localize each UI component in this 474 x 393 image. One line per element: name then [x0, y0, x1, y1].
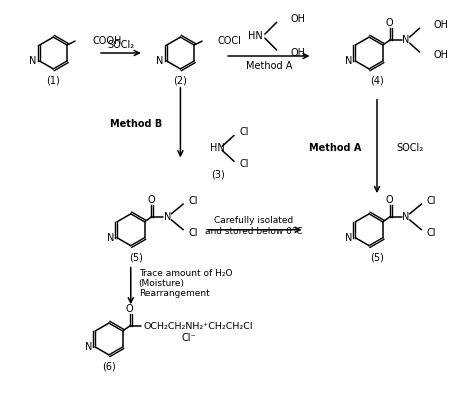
Text: N: N	[402, 212, 410, 222]
Text: and stored below 0°C: and stored below 0°C	[205, 227, 303, 236]
Text: (2): (2)	[173, 76, 187, 86]
Text: N: N	[345, 233, 352, 243]
Text: (5): (5)	[129, 253, 143, 263]
Text: (6): (6)	[102, 362, 116, 372]
Text: Method A: Method A	[309, 143, 361, 153]
Text: (5): (5)	[370, 253, 384, 263]
Text: SOCl₂: SOCl₂	[397, 143, 424, 153]
Text: Cl: Cl	[239, 159, 249, 169]
Text: O: O	[386, 195, 393, 205]
Text: Cl: Cl	[427, 196, 436, 206]
Text: Cl⁻: Cl⁻	[182, 333, 197, 343]
Text: HN: HN	[248, 31, 263, 41]
Text: O: O	[148, 195, 155, 205]
Text: N: N	[85, 342, 92, 352]
Text: Method B: Method B	[110, 119, 163, 129]
Text: COOH: COOH	[93, 36, 122, 46]
Text: (1): (1)	[46, 76, 60, 86]
Text: (4): (4)	[370, 76, 384, 86]
Text: OH: OH	[433, 50, 448, 60]
Text: Cl: Cl	[427, 228, 436, 238]
Text: N: N	[164, 212, 171, 222]
Text: N: N	[29, 56, 36, 66]
Text: (Moisture): (Moisture)	[139, 279, 185, 288]
Text: OCH₂CH₂NH₂⁺CH₂CH₂Cl: OCH₂CH₂NH₂⁺CH₂CH₂Cl	[144, 321, 253, 331]
Text: O: O	[126, 304, 134, 314]
Text: O: O	[386, 18, 393, 28]
Text: COCl: COCl	[218, 36, 242, 46]
Text: OH: OH	[291, 14, 306, 24]
Text: Cl: Cl	[189, 228, 198, 238]
Text: Rearrangement: Rearrangement	[139, 289, 210, 298]
Text: (3): (3)	[211, 169, 225, 179]
Text: N: N	[107, 233, 114, 243]
Text: Cl: Cl	[239, 127, 249, 138]
Text: SOCl₂: SOCl₂	[107, 40, 135, 50]
Text: OH: OH	[433, 20, 448, 30]
Text: OH: OH	[291, 48, 306, 58]
Text: N: N	[345, 56, 352, 66]
Text: Cl: Cl	[189, 196, 198, 206]
Text: N: N	[402, 35, 410, 45]
Text: HN: HN	[210, 143, 225, 153]
Text: Carefully isolated: Carefully isolated	[214, 216, 293, 225]
Text: Trace amount of H₂O: Trace amount of H₂O	[139, 269, 232, 278]
Text: Method A: Method A	[246, 61, 292, 71]
Text: N: N	[156, 56, 164, 66]
